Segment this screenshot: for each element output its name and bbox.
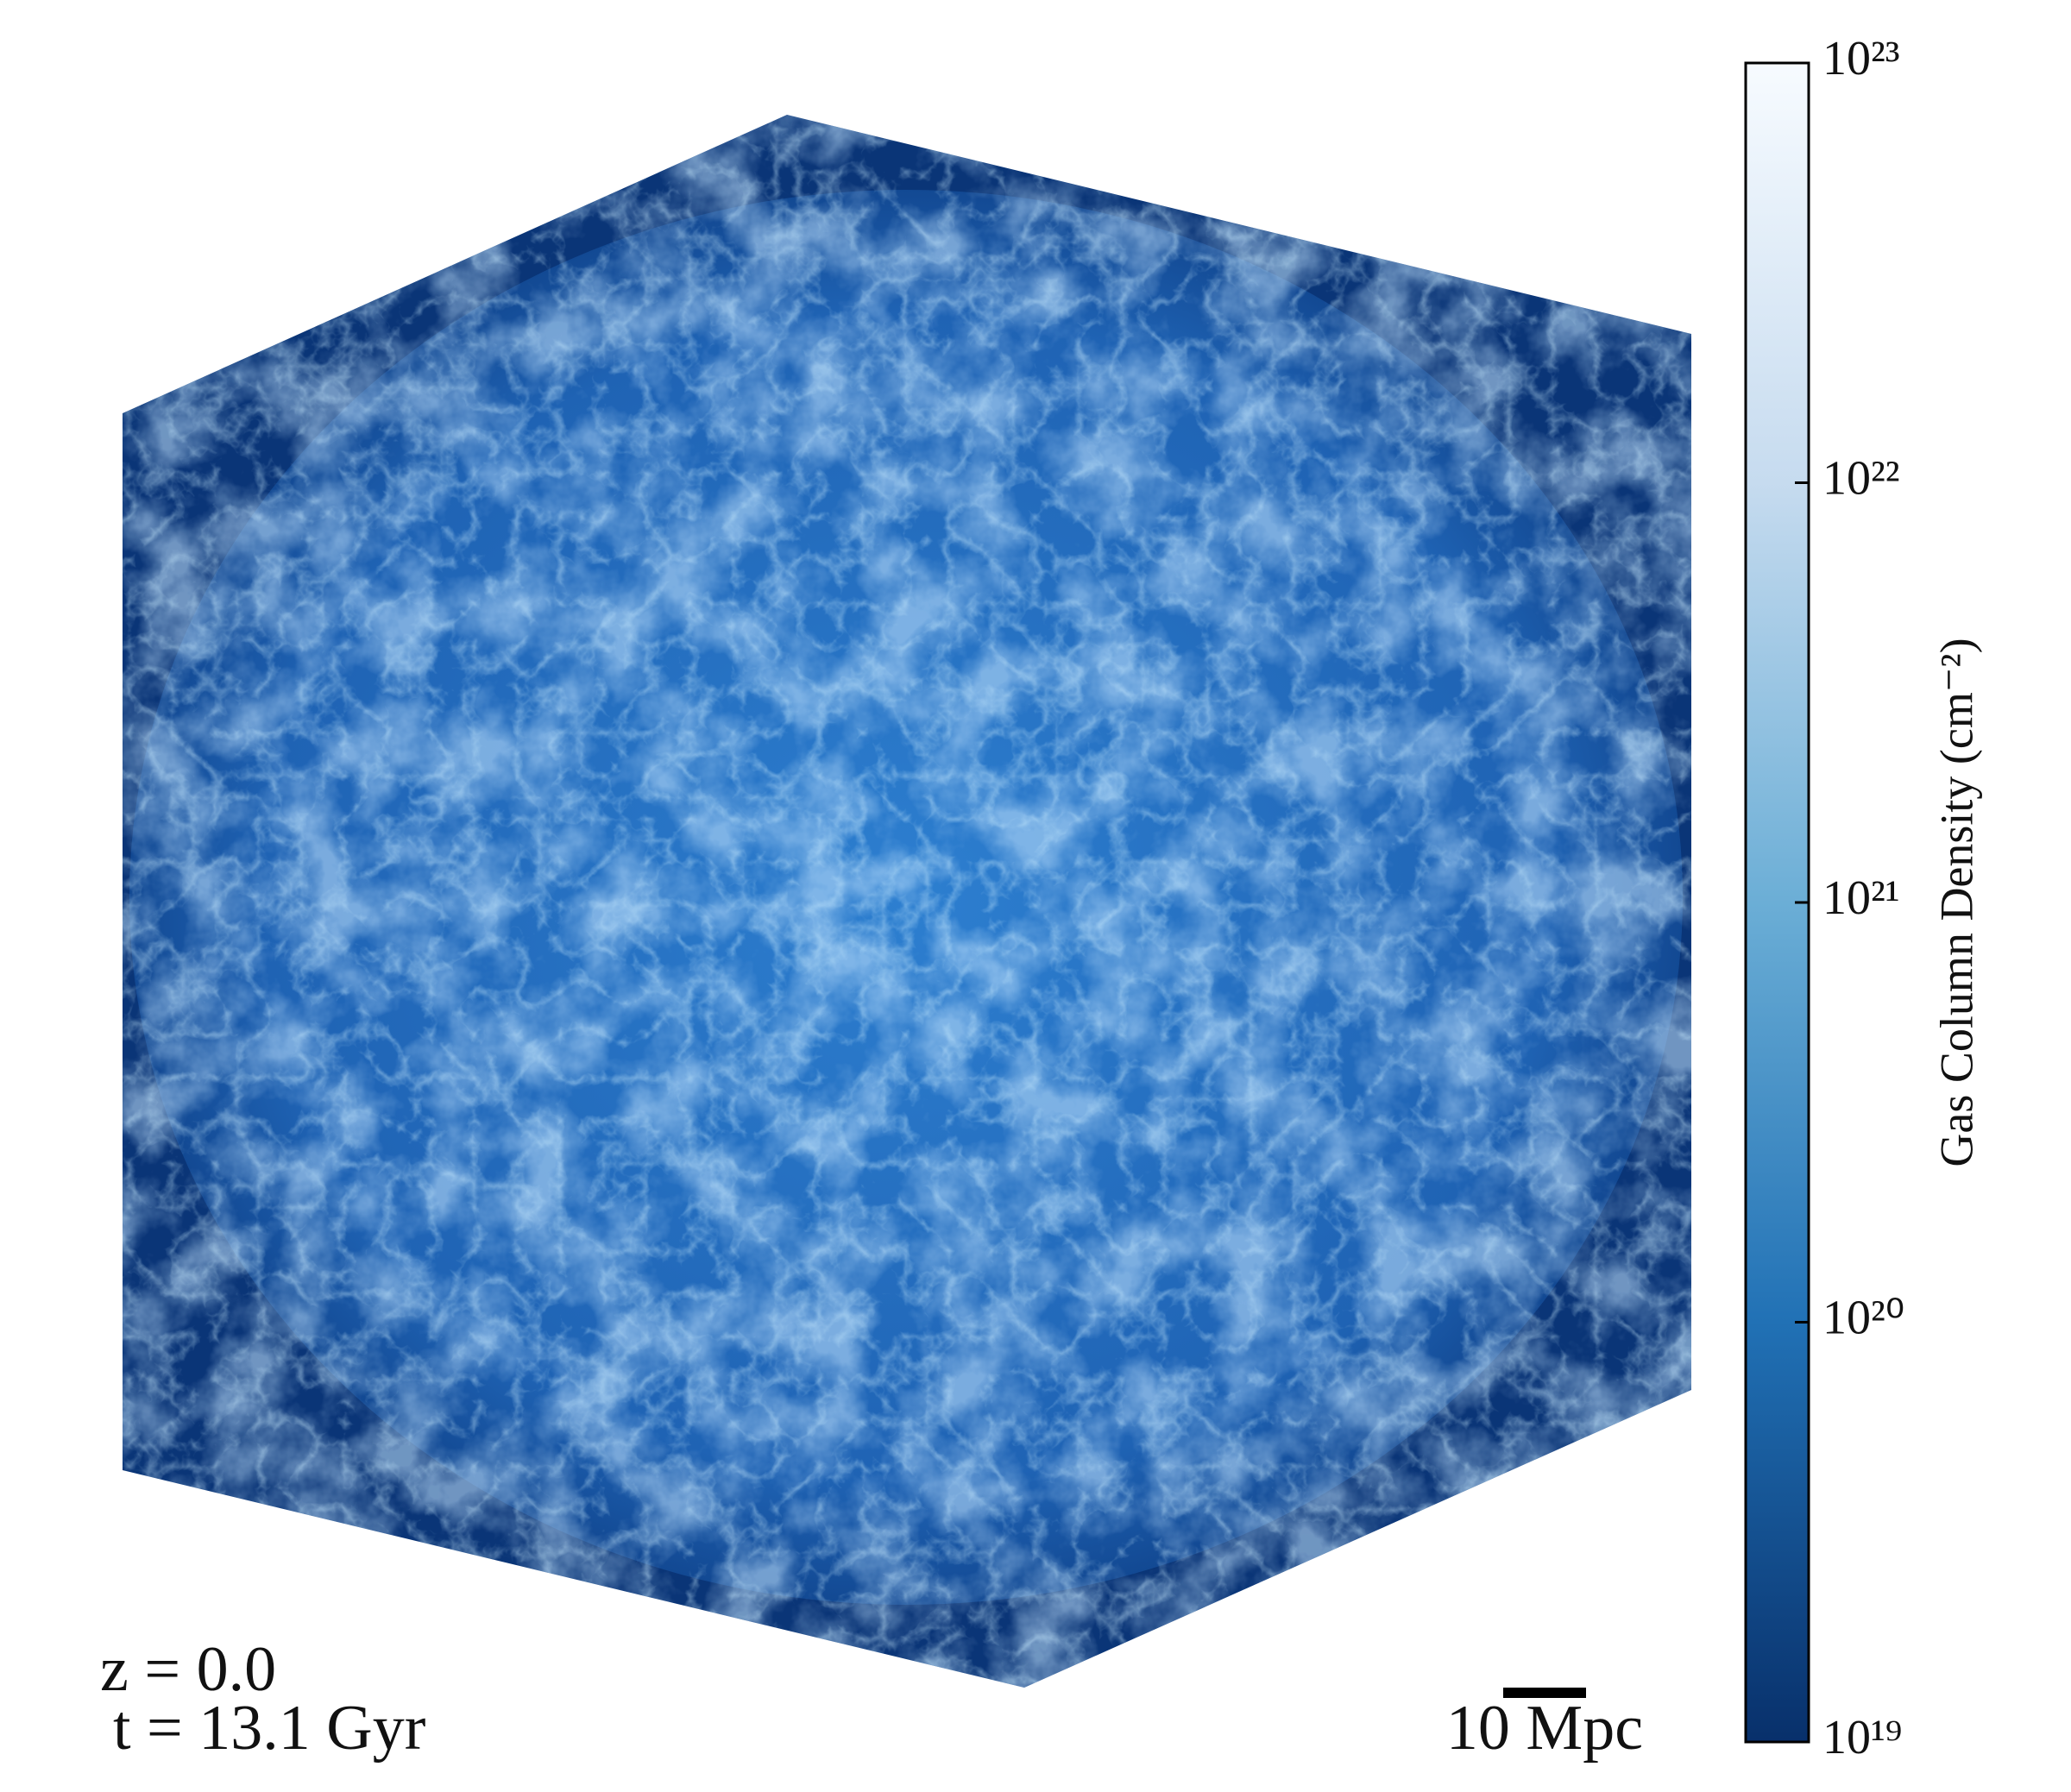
tick-label: 10²³ [1822, 32, 1900, 85]
colorbar-label: Gas Column Density (cm⁻²) [1930, 638, 1982, 1166]
redshift-label: z = 0.0 [100, 1634, 276, 1705]
tick-label: 10²⁰ [1822, 1291, 1904, 1344]
scale-bar-label: 10 Mpc [1446, 1693, 1643, 1764]
time-label: t = 13.1 Gyr [113, 1693, 425, 1764]
simulation-cube [123, 115, 1691, 1688]
tick-label: 10¹⁹ [1822, 1711, 1902, 1764]
tick-label: 10²¹ [1822, 871, 1900, 925]
tick-label: 10²² [1822, 451, 1900, 505]
